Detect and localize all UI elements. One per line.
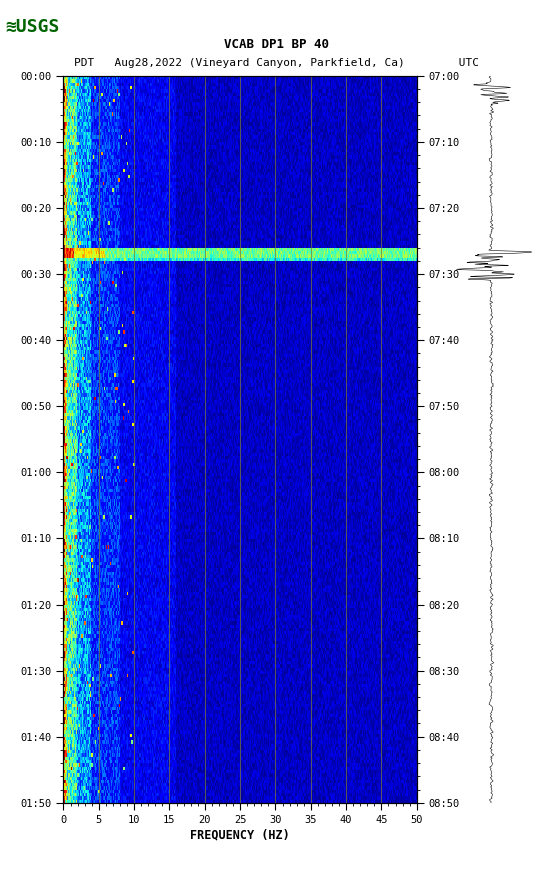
Text: PDT   Aug28,2022 (Vineyard Canyon, Parkfield, Ca)        UTC: PDT Aug28,2022 (Vineyard Canyon, Parkfie…	[73, 58, 479, 68]
Text: ≋USGS: ≋USGS	[6, 18, 60, 36]
X-axis label: FREQUENCY (HZ): FREQUENCY (HZ)	[190, 829, 290, 842]
Text: VCAB DP1 BP 40: VCAB DP1 BP 40	[224, 37, 328, 51]
